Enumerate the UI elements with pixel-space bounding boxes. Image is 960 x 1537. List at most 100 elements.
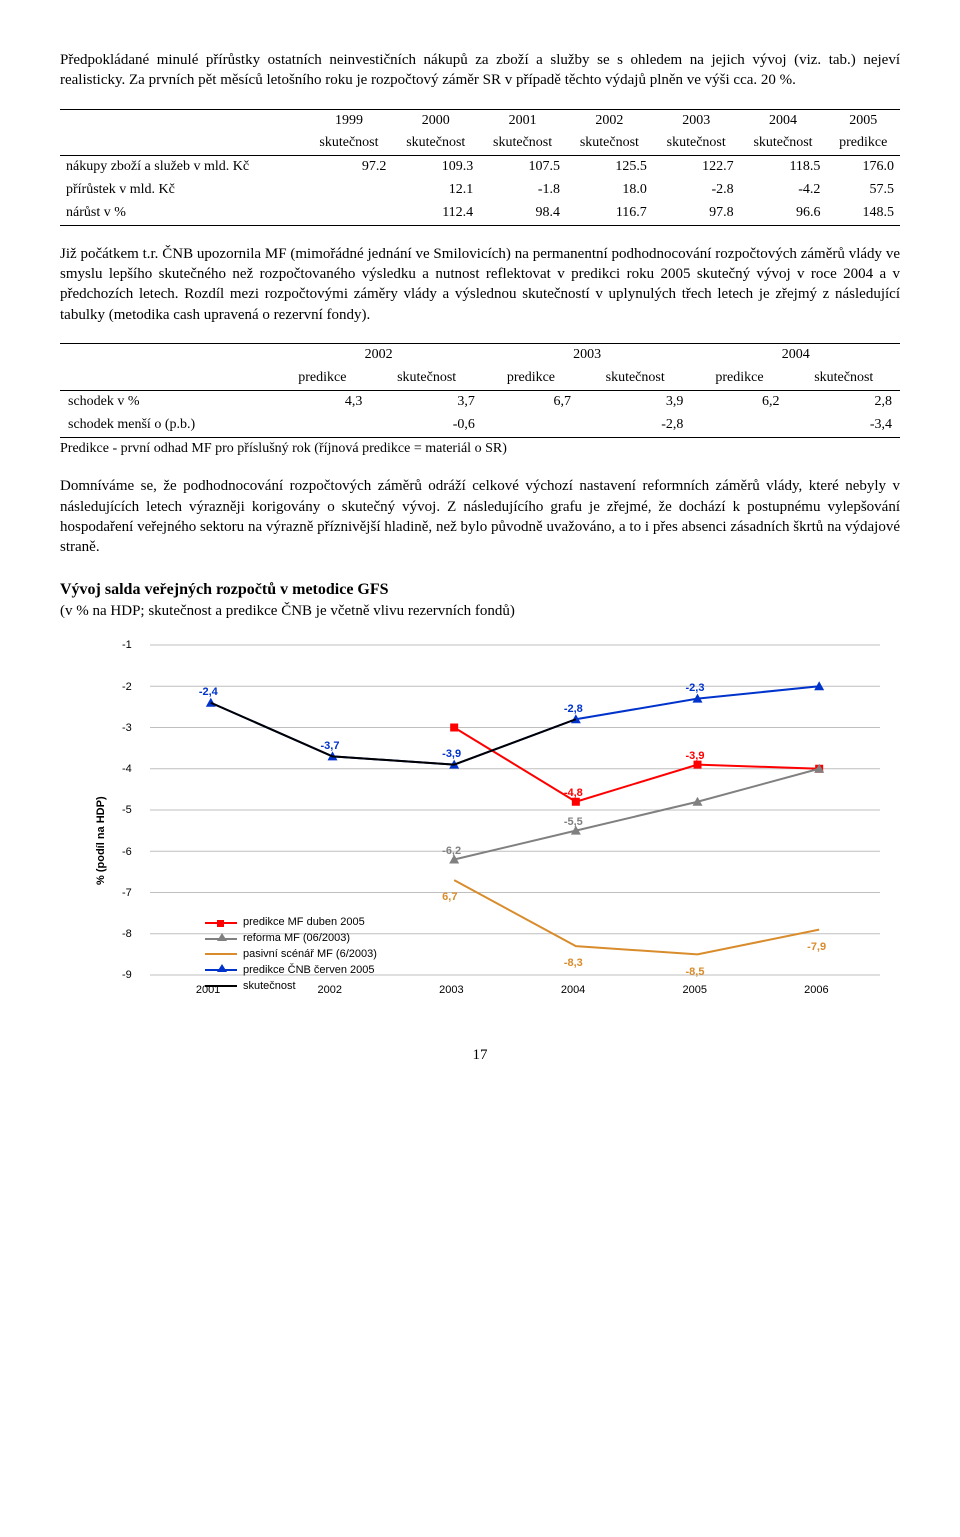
table1-cell: 98.4	[479, 202, 566, 225]
table1-cell: 118.5	[740, 156, 827, 179]
table1-cell: 97.8	[653, 202, 740, 225]
table2-cell: -3,4	[788, 414, 900, 437]
data-label: -7,9	[807, 940, 826, 955]
table1-cell: 148.5	[826, 202, 900, 225]
x-tick-label: 2005	[683, 983, 707, 998]
y-tick-label: -3	[122, 721, 132, 736]
data-label: -5,5	[564, 815, 583, 830]
y-tick-label: -9	[122, 968, 132, 983]
y-tick-label: -2	[122, 680, 132, 695]
table1-subhead: predikce	[826, 132, 900, 155]
table2-year: 2003	[483, 343, 692, 366]
table2-cell: 6,2	[691, 390, 787, 413]
data-label: -3,9	[442, 747, 461, 762]
table1-cell: 176.0	[826, 156, 900, 179]
table2-row-label: schodek menší o (p.b.)	[60, 414, 274, 437]
table2-year: 2002	[274, 343, 483, 366]
data-label: 6,7	[442, 890, 457, 905]
chart-legend: predikce MF duben 2005reforma MF (06/200…	[205, 915, 377, 994]
table1-year: 2005	[826, 109, 900, 132]
table2-cell	[483, 414, 579, 437]
x-tick-label: 2004	[561, 983, 585, 998]
y-axis-title: % (podíl na HDP)	[94, 797, 109, 886]
table2-subhead: skutečnost	[370, 367, 482, 390]
legend-label: skutečnost	[243, 979, 296, 994]
y-tick-label: -1	[122, 638, 132, 653]
table1-row-label: přírůstek v mld. Kč	[60, 179, 306, 202]
intro-paragraph: Předpokládané minulé přírůstky ostatních…	[60, 50, 900, 91]
x-tick-label: 2006	[804, 983, 828, 998]
table1-cell: 125.5	[566, 156, 653, 179]
table2-cell: 2,8	[788, 390, 900, 413]
table1-year: 2000	[392, 109, 479, 132]
y-tick-label: -5	[122, 803, 132, 818]
y-tick-label: -8	[122, 927, 132, 942]
data-label: -6,2	[442, 844, 461, 859]
table1-row-label: nárůst v %	[60, 202, 306, 225]
gfs-chart: % (podíl na HDP) predikce MF duben 2005r…	[80, 635, 900, 1015]
table2-wrap: 200220032004predikceskutečnostpredikcesk…	[60, 343, 900, 458]
table1-cell: 107.5	[479, 156, 566, 179]
data-label: -3,7	[321, 739, 340, 754]
table1-subhead: skutečnost	[653, 132, 740, 155]
table1-cell: 122.7	[653, 156, 740, 179]
x-tick-label: 2003	[439, 983, 463, 998]
legend-label: predikce MF duben 2005	[243, 915, 365, 930]
table1-cell: 12.1	[392, 179, 479, 202]
data-label: -2,4	[199, 685, 218, 700]
x-tick-label: 2002	[318, 983, 342, 998]
legend-line-icon	[205, 922, 237, 924]
table1-year: 1999	[306, 109, 393, 132]
table1-cell: 18.0	[566, 179, 653, 202]
table1-cell: -4.2	[740, 179, 827, 202]
data-label: -2,3	[686, 681, 705, 696]
table1-cell: 116.7	[566, 202, 653, 225]
table1-cell: -2.8	[653, 179, 740, 202]
table2-year: 2004	[691, 343, 900, 366]
legend-line-icon	[205, 969, 237, 971]
table1-subhead: skutečnost	[306, 132, 393, 155]
table2-subhead: predikce	[691, 367, 787, 390]
table2-cell	[691, 414, 787, 437]
chart-heading: Vývoj salda veřejných rozpočtů v metodic…	[60, 579, 900, 601]
table2-subhead: skutečnost	[579, 367, 691, 390]
table1-year: 2004	[740, 109, 827, 132]
table1-subhead: skutečnost	[740, 132, 827, 155]
table1-wrap: 1999200020012002200320042005skutečnostsk…	[60, 109, 900, 226]
data-label: -8,5	[686, 965, 705, 980]
legend-row: predikce MF duben 2005	[205, 915, 377, 930]
table1-subhead: skutečnost	[479, 132, 566, 155]
chart-subheading: (v % na HDP; skutečnost a predikce ČNB j…	[60, 601, 900, 621]
table2-cell: 6,7	[483, 390, 579, 413]
table2-cell: 3,9	[579, 390, 691, 413]
legend-line-icon	[205, 953, 237, 955]
para3: Domníváme se, že podhodnocování rozpočto…	[60, 476, 900, 557]
y-tick-label: -4	[122, 762, 132, 777]
table2-cell: 3,7	[370, 390, 482, 413]
table1-year: 2001	[479, 109, 566, 132]
table1-cell	[306, 202, 393, 225]
legend-label: predikce ČNB červen 2005	[243, 963, 374, 978]
legend-label: reforma MF (06/2003)	[243, 931, 350, 946]
table2-cell: 4,3	[274, 390, 370, 413]
y-tick-label: -6	[122, 845, 132, 860]
x-tick-label: 2001	[196, 983, 220, 998]
legend-row: pasivní scénář MF (6/2003)	[205, 947, 377, 962]
table1-subhead: skutečnost	[566, 132, 653, 155]
table2: 200220032004predikceskutečnostpredikcesk…	[60, 343, 900, 438]
table2-row-label: schodek v %	[60, 390, 274, 413]
table2-cell	[274, 414, 370, 437]
data-label: -2,8	[564, 702, 583, 717]
legend-row: reforma MF (06/2003)	[205, 931, 377, 946]
table2-subhead: skutečnost	[788, 367, 900, 390]
table1-cell: 97.2	[306, 156, 393, 179]
table1-cell: 96.6	[740, 202, 827, 225]
table2-subhead: predikce	[483, 367, 579, 390]
table2-cell: -0,6	[370, 414, 482, 437]
table1-year: 2002	[566, 109, 653, 132]
table1-row-label: nákupy zboží a služeb v mld. Kč	[60, 156, 306, 179]
table1-cell: 109.3	[392, 156, 479, 179]
page-number: 17	[60, 1045, 900, 1065]
legend-label: pasivní scénář MF (6/2003)	[243, 947, 377, 962]
table1-cell: 57.5	[826, 179, 900, 202]
